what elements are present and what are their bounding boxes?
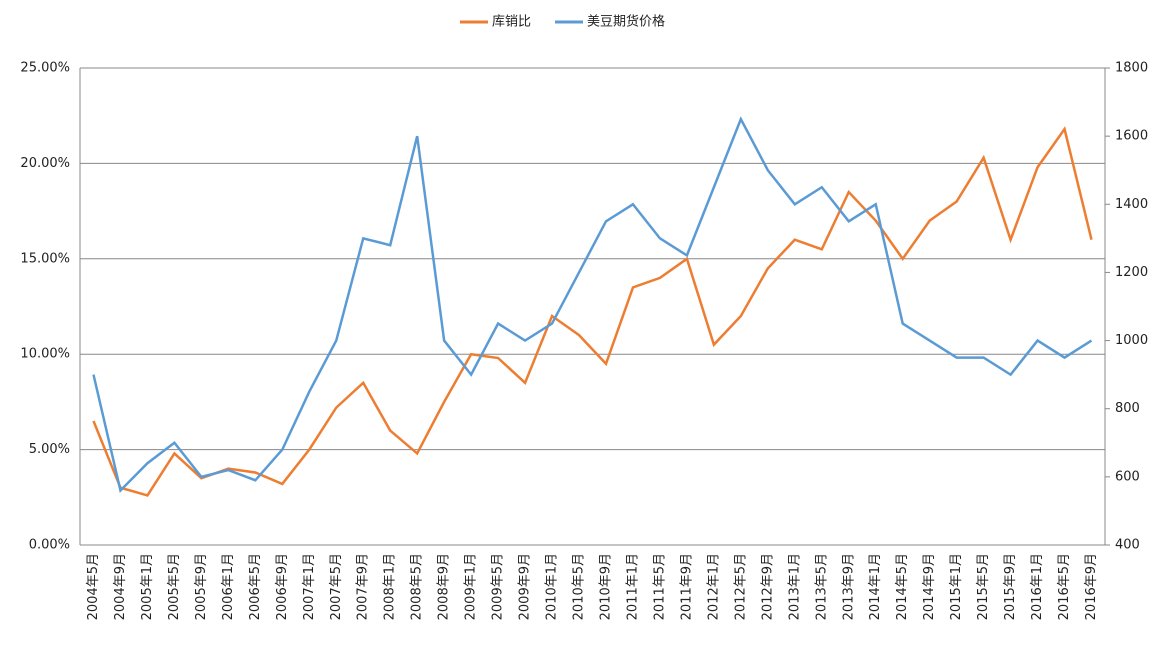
x-tick-label: 2015年5月 xyxy=(976,553,991,620)
x-tick-label: 2006年5月 xyxy=(248,553,263,620)
x-tick-label: 2005年5月 xyxy=(167,553,182,620)
x-tick-label: 2011年1月 xyxy=(625,553,640,620)
y2-tick-label: 400 xyxy=(1115,538,1140,553)
x-tick-label: 2015年9月 xyxy=(1003,553,1018,620)
x-tick-label: 2015年1月 xyxy=(949,553,964,620)
x-tick-label: 2006年9月 xyxy=(275,553,290,620)
x-tick-label: 2014年9月 xyxy=(922,553,937,620)
x-tick-label: 2005年9月 xyxy=(194,553,209,620)
x-tick-label: 2008年1月 xyxy=(383,553,398,620)
x-tick-label: 2007年5月 xyxy=(329,553,344,620)
y-tick-label: 25.00% xyxy=(20,61,70,76)
x-tick-label: 2013年1月 xyxy=(787,553,802,620)
x-tick-label: 2012年5月 xyxy=(733,553,748,620)
x-tick-label: 2007年1月 xyxy=(302,553,317,620)
x-tick-label: 2016年9月 xyxy=(1084,553,1099,620)
x-tick-label: 2007年9月 xyxy=(356,553,371,620)
x-tick-label: 2011年9月 xyxy=(679,553,694,620)
series-line xyxy=(92,116,1093,493)
x-tick-label: 2016年5月 xyxy=(1057,553,1072,620)
y2-tick-label: 600 xyxy=(1115,469,1140,484)
x-tick-label: 2014年5月 xyxy=(895,553,910,620)
y-tick-label: 5.00% xyxy=(29,442,70,457)
x-tick-label: 2010年9月 xyxy=(598,553,613,620)
x-tick-label: 2013年5月 xyxy=(814,553,829,620)
y-tick-label: 10.00% xyxy=(20,347,70,362)
x-tick-label: 2005年1月 xyxy=(140,553,155,620)
y-tick-label: 0.00% xyxy=(29,538,70,553)
x-tick-label: 2011年5月 xyxy=(652,553,667,620)
x-tick-label: 2016年1月 xyxy=(1030,553,1045,620)
x-tick-label: 2008年5月 xyxy=(410,553,425,620)
x-tick-label: 2010年1月 xyxy=(545,553,560,620)
y-tick-label: 20.00% xyxy=(20,156,70,171)
x-tick-label: 2006年1月 xyxy=(221,553,236,620)
y2-tick-label: 1400 xyxy=(1115,197,1148,212)
legend-label: 库销比 xyxy=(492,14,531,30)
x-tick-label: 2010年5月 xyxy=(572,553,587,620)
x-tick-label: 2008年9月 xyxy=(437,553,452,620)
x-tick-label: 2009年5月 xyxy=(491,553,506,620)
x-tick-label: 2004年5月 xyxy=(86,553,101,620)
y2-tick-label: 1000 xyxy=(1115,333,1148,348)
x-tick-label: 2012年9月 xyxy=(760,553,775,620)
y2-tick-label: 800 xyxy=(1115,401,1140,416)
x-tick-label: 2012年1月 xyxy=(706,553,721,620)
x-tick-label: 2009年1月 xyxy=(464,553,479,620)
x-tick-label: 2014年1月 xyxy=(868,553,883,620)
series-line xyxy=(92,126,1093,497)
y2-tick-label: 1200 xyxy=(1115,265,1148,280)
y-tick-label: 15.00% xyxy=(20,251,70,266)
y2-tick-label: 1800 xyxy=(1115,61,1148,76)
x-tick-label: 2013年9月 xyxy=(841,553,856,620)
legend-label: 美豆期货价格 xyxy=(587,14,665,30)
x-tick-label: 2004年9月 xyxy=(113,553,128,620)
y2-tick-label: 1600 xyxy=(1115,129,1148,144)
x-tick-label: 2009年9月 xyxy=(518,553,533,620)
